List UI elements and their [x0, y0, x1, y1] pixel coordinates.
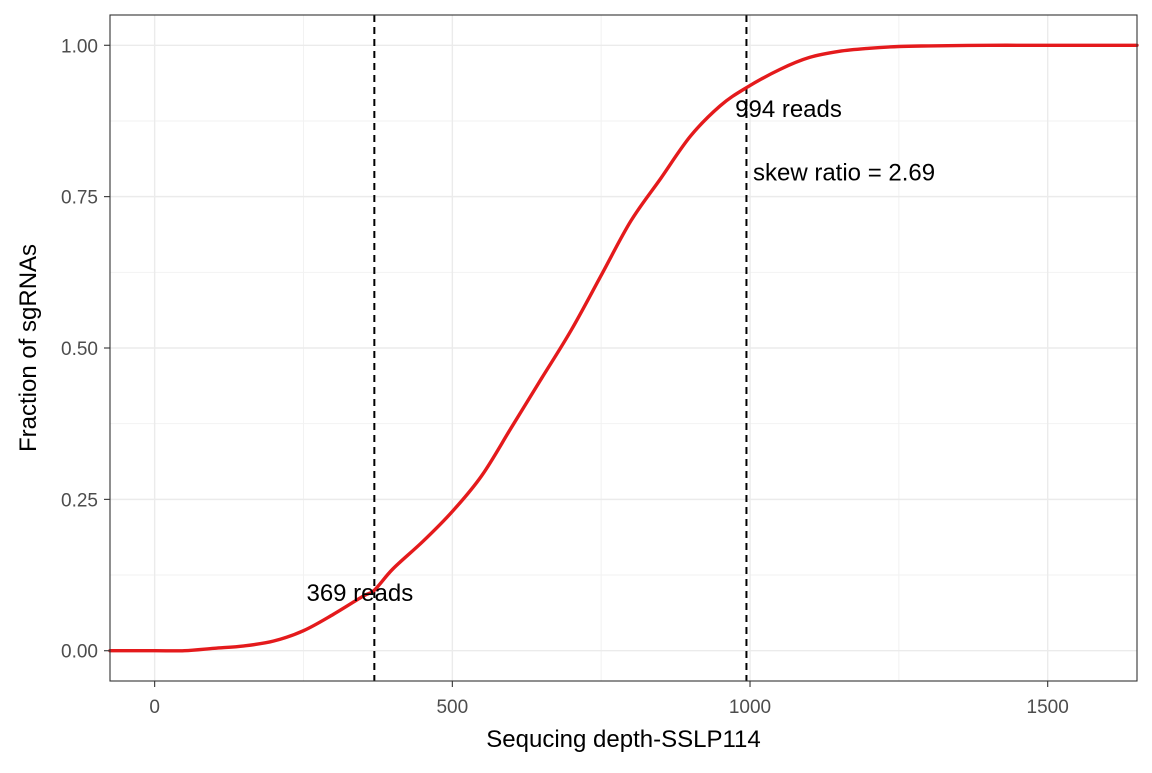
x-tick-label: 0 — [149, 697, 160, 718]
grid-lines — [110, 15, 1137, 681]
data-series — [108, 43, 1139, 653]
y-tick-label: 0.75 — [61, 188, 98, 209]
cumulative-fraction-line — [108, 43, 1139, 653]
annotations: 369 reads 994 reads skew ratio = 2.69 — [306, 96, 935, 607]
axes: 0 500 1000 1500 0.00 0.25 0.50 0.75 1.00 — [61, 36, 1069, 718]
annotation-label: 369 reads — [306, 580, 413, 607]
annotation-label: 994 reads — [735, 96, 842, 123]
x-tick-label: 1500 — [1027, 697, 1069, 718]
y-tick-label: 1.00 — [61, 36, 98, 57]
y-tick-label: 0.25 — [61, 490, 98, 511]
y-tick-label: 0.00 — [61, 642, 98, 663]
reference-lines — [373, 15, 748, 681]
x-tick-label: 1000 — [729, 697, 771, 718]
x-tick-label: 500 — [436, 697, 468, 718]
y-axis-title: Fraction of sgRNAs — [15, 244, 42, 452]
x-axis-title: Sequcing depth-SSLP114 — [486, 726, 760, 753]
y-tick-label: 0.50 — [61, 339, 98, 360]
annotation-label: skew ratio = 2.69 — [753, 159, 935, 186]
